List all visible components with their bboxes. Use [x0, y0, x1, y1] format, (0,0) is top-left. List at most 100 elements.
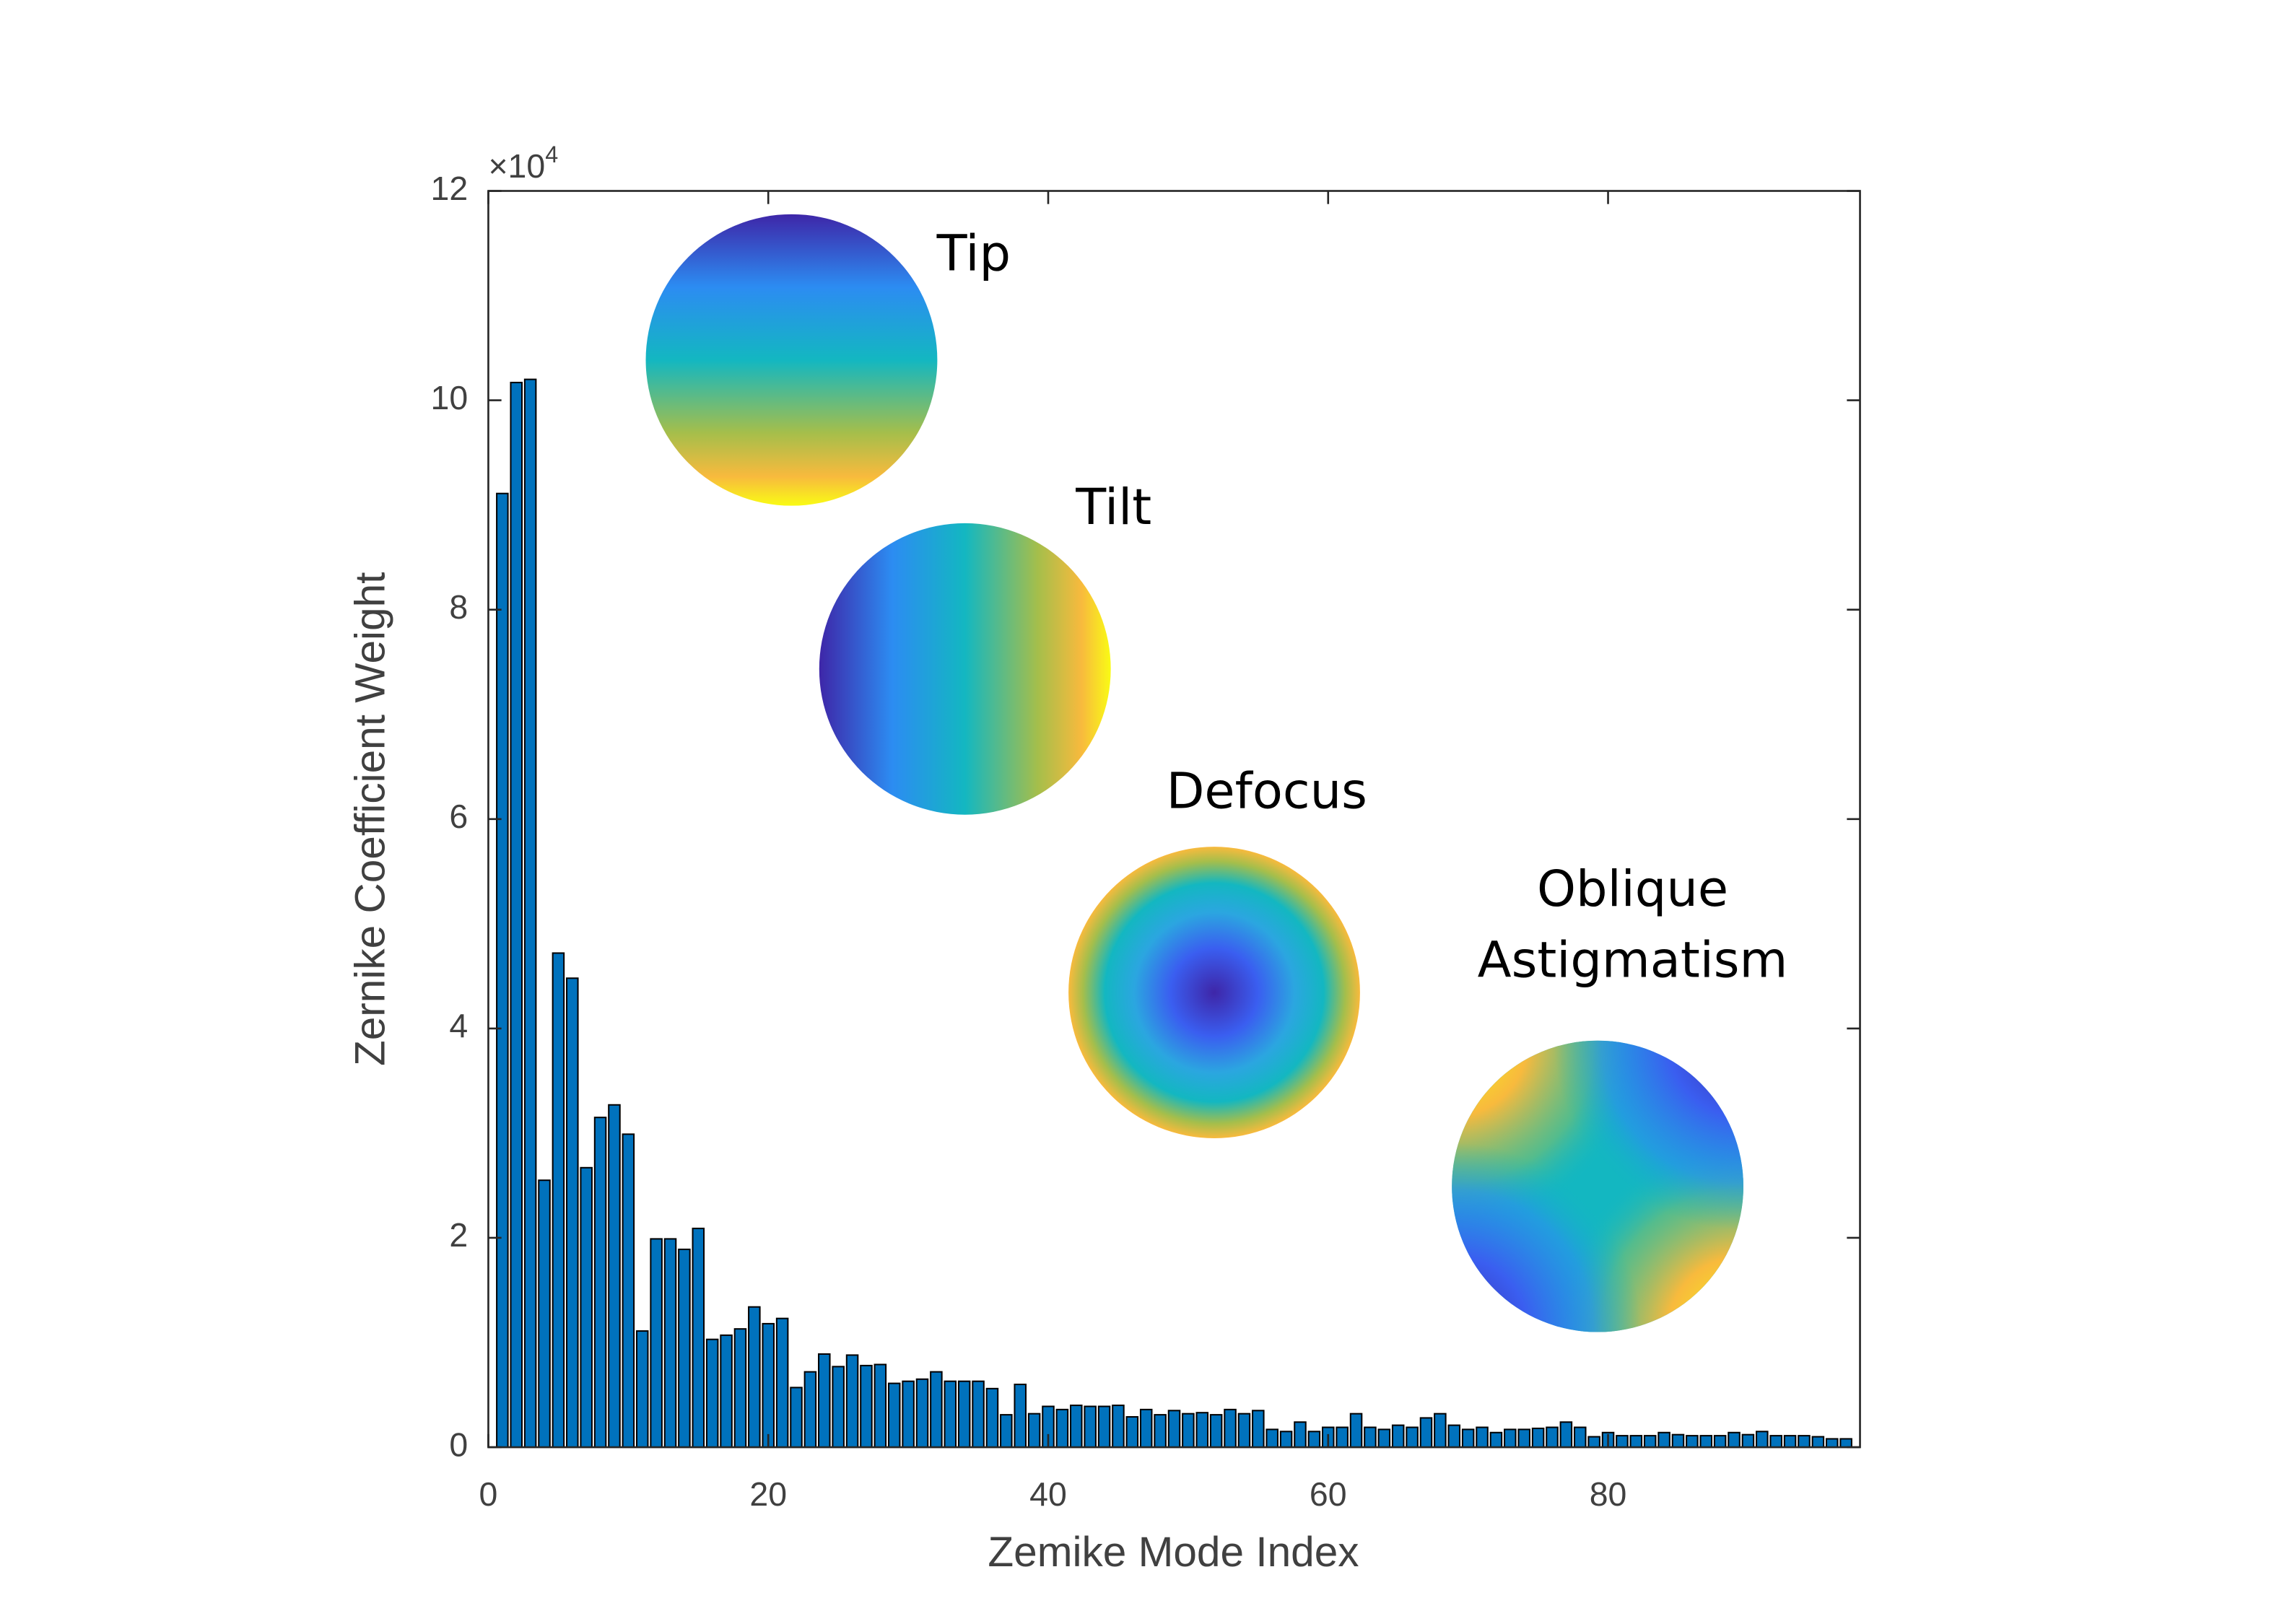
x-axis-label: Zemike Mode Index: [988, 1529, 1359, 1576]
bar: [1294, 1421, 1307, 1449]
bar: [972, 1380, 985, 1449]
bar: [650, 1238, 663, 1449]
bar: [1476, 1426, 1489, 1449]
bar: [1195, 1412, 1209, 1449]
bar: [692, 1227, 705, 1449]
bar: [775, 1317, 789, 1449]
bar: [1252, 1410, 1265, 1449]
bar: [1686, 1435, 1699, 1449]
bar: [748, 1306, 761, 1449]
bar: [818, 1353, 831, 1449]
bar: [678, 1248, 691, 1449]
bar: [1377, 1428, 1391, 1449]
bar: [1000, 1414, 1013, 1449]
bar: [1769, 1435, 1782, 1449]
bar: [1573, 1426, 1587, 1449]
bar: [720, 1334, 733, 1449]
bar: [1798, 1435, 1811, 1449]
bar: [957, 1380, 971, 1449]
bar: [1504, 1428, 1517, 1449]
bar: [1167, 1410, 1181, 1449]
bar: [1349, 1413, 1363, 1449]
bar: [1461, 1428, 1475, 1449]
bar: [803, 1371, 817, 1449]
bar: [622, 1133, 635, 1449]
bar: [915, 1378, 929, 1449]
annotation: Oblique: [1537, 860, 1728, 918]
bar: [1406, 1426, 1419, 1449]
annotation: Tip: [936, 224, 1011, 282]
bar: [663, 1238, 677, 1449]
y-multiplier-exponent: 4: [545, 141, 558, 167]
bar: [1154, 1414, 1167, 1449]
bar: [1489, 1431, 1503, 1449]
bar: [1307, 1431, 1321, 1449]
bar: [510, 381, 523, 1449]
bar: [902, 1380, 915, 1449]
bar: [845, 1354, 859, 1449]
bar: [1027, 1413, 1041, 1449]
bar: [1671, 1433, 1685, 1449]
bar: [790, 1387, 803, 1449]
bar: [552, 952, 565, 1449]
zernike-tilt-image: [819, 523, 1111, 815]
zernike-tip-image: [645, 214, 938, 506]
bar: [1629, 1435, 1643, 1449]
bar: [1825, 1438, 1839, 1449]
bar: [1839, 1438, 1852, 1449]
bar: [1391, 1424, 1405, 1449]
bar: [1182, 1413, 1195, 1449]
bar: [635, 1330, 649, 1449]
x-tick-label: 80: [1590, 1475, 1627, 1513]
y-multiplier-base: ×10: [488, 147, 545, 185]
bar: [1616, 1435, 1629, 1449]
y-axis-label: Zernike Coefficient Weight: [347, 572, 393, 1066]
x-tick-label: 40: [1029, 1475, 1067, 1513]
y-tick-label: 12: [431, 170, 469, 207]
zernike-defocus-image: [1068, 847, 1360, 1138]
y-tick-label: 6: [449, 798, 468, 835]
bar: [608, 1104, 621, 1449]
bar: [705, 1338, 719, 1449]
bar: [1224, 1408, 1237, 1449]
bar: [1336, 1426, 1349, 1449]
bar: [1125, 1415, 1139, 1449]
bar: [1531, 1427, 1545, 1449]
bar: [1517, 1428, 1530, 1449]
bar: [538, 1179, 551, 1449]
bar: [1447, 1424, 1461, 1449]
bar: [985, 1387, 999, 1449]
bar: [1279, 1431, 1293, 1449]
bar: [580, 1166, 593, 1449]
x-tick-label: 0: [479, 1475, 498, 1513]
bar: [523, 378, 537, 1449]
bar: [1070, 1405, 1083, 1449]
bar: [1811, 1436, 1825, 1449]
y-tick-label: 4: [449, 1007, 468, 1044]
zernike-astigmatism-image: [1452, 1040, 1743, 1332]
bar: [930, 1371, 943, 1449]
bar: [1139, 1408, 1153, 1449]
bar: [1237, 1413, 1251, 1449]
bar: [1014, 1384, 1027, 1449]
bar: [1783, 1435, 1797, 1449]
y-tick-label: 2: [449, 1216, 468, 1254]
bar: [1084, 1405, 1097, 1449]
x-tick-label: 20: [749, 1475, 787, 1513]
y-tick-label: 0: [449, 1426, 468, 1463]
bar: [1546, 1426, 1559, 1449]
bar: [1643, 1435, 1657, 1449]
bar: [944, 1380, 957, 1449]
bar: [1756, 1431, 1769, 1449]
bar: [832, 1366, 845, 1449]
bar: [733, 1328, 747, 1449]
bar: [566, 977, 579, 1449]
bar: [1434, 1413, 1447, 1449]
y-tick-label: 8: [449, 588, 468, 626]
bar: [1559, 1421, 1573, 1449]
bar: [496, 492, 509, 1449]
bar: [1097, 1405, 1111, 1449]
bar: [1657, 1431, 1670, 1449]
